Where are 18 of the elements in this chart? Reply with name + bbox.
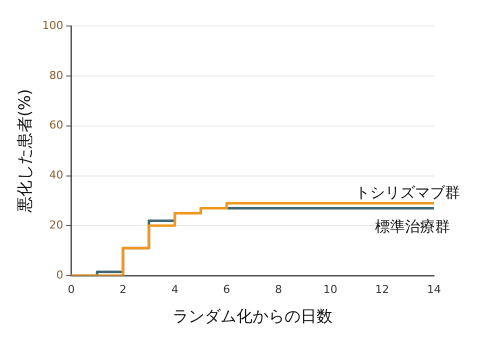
y-tick-label: 80 — [49, 68, 64, 82]
x-tick-label: 12 — [375, 283, 390, 296]
x-tick-label: 8 — [275, 283, 282, 296]
x-tick-label: 2 — [120, 283, 127, 296]
y-tick-label: 0 — [56, 268, 64, 282]
y-axis-title: 悪化した患者(%) — [14, 88, 34, 214]
x-tick-label: 14 — [427, 283, 441, 296]
x-tick-label: 0 — [68, 283, 75, 296]
series-label: 標準治療群 — [375, 218, 450, 236]
x-tick-label: 4 — [171, 283, 178, 296]
x-tick-label: 10 — [323, 283, 338, 296]
y-tick-label: 60 — [49, 118, 64, 132]
y-tick-label: 20 — [49, 218, 64, 232]
y-tick-label: 100 — [42, 18, 64, 32]
x-axis-title: ランダム化からの日数 — [172, 306, 333, 326]
y-tick-label: 40 — [49, 168, 64, 182]
x-tick-label: 6 — [223, 283, 230, 296]
series-label: トシリズマブ群 — [355, 184, 460, 202]
